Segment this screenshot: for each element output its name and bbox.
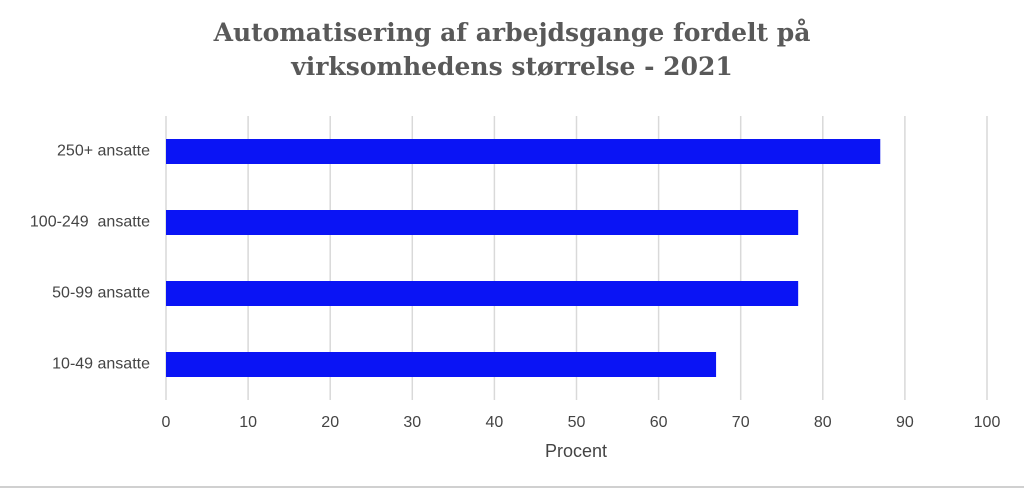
bar bbox=[166, 281, 799, 306]
y-tick-label: 50-99 ansatte bbox=[52, 285, 150, 302]
bar bbox=[166, 139, 881, 164]
y-tick-label: 250+ ansatte bbox=[57, 143, 150, 160]
x-tick-label: 50 bbox=[568, 414, 586, 431]
x-tick-label: 70 bbox=[732, 414, 750, 431]
x-axis-label: Procent bbox=[545, 441, 607, 461]
chart-title: Automatisering af arbejdsgange fordelt p… bbox=[213, 18, 811, 81]
x-tick-label: 100 bbox=[974, 414, 1001, 431]
x-tick-label: 90 bbox=[896, 414, 914, 431]
bar bbox=[166, 352, 717, 377]
x-tick-label: 60 bbox=[650, 414, 668, 431]
x-tick-label: 80 bbox=[814, 414, 832, 431]
x-tick-label: 20 bbox=[321, 414, 339, 431]
y-tick-label: 10-49 ansatte bbox=[52, 356, 150, 373]
x-tick-label: 0 bbox=[162, 414, 171, 431]
x-tick-label: 40 bbox=[486, 414, 504, 431]
x-tick-label: 30 bbox=[403, 414, 421, 431]
y-tick-label: 100-249 ansatte bbox=[30, 214, 150, 231]
bar bbox=[166, 210, 799, 235]
x-tick-label: 10 bbox=[239, 414, 257, 431]
